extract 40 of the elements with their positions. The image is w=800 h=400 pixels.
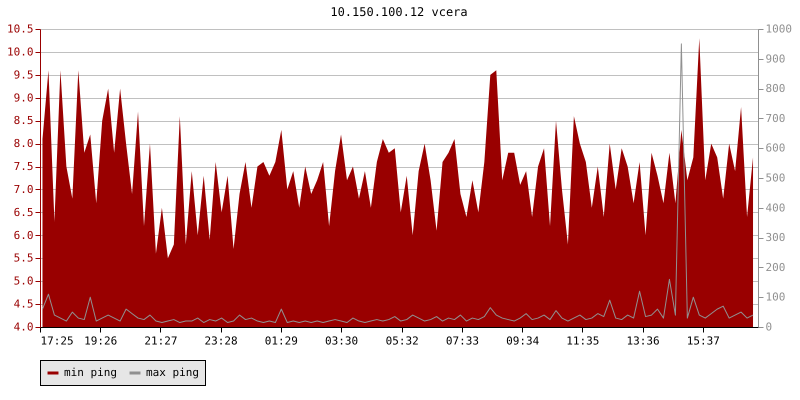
legend-label: min ping xyxy=(64,366,117,379)
y2-tick-label: 0 xyxy=(766,320,772,334)
legend-label: max ping xyxy=(146,366,199,379)
y2-tick-label: 800 xyxy=(766,82,786,96)
y-tick-label: 6.0 xyxy=(14,228,34,242)
y-tick-label: 5.5 xyxy=(14,252,34,265)
y2-tick-label: 500 xyxy=(766,172,786,184)
x-tick-label: 19:26 xyxy=(84,334,118,348)
x-tick-label: 13:36 xyxy=(626,334,660,348)
x-tick-label: 07:33 xyxy=(446,334,480,348)
y-tick-label: 4.5 xyxy=(14,298,34,311)
x-tick-label: 01:29 xyxy=(264,334,298,348)
y2-tick-label: 1000 xyxy=(766,22,792,36)
y2-tick-label: 200 xyxy=(766,260,786,274)
x-tick-label: 17:25 xyxy=(40,334,74,348)
y-tick-label: 8.0 xyxy=(14,137,34,150)
y2-tick-label: 300 xyxy=(766,231,786,244)
y-tick-label: 8.5 xyxy=(14,114,34,128)
y-tick-label: 10.5 xyxy=(7,22,34,36)
x-tick-label: 03:30 xyxy=(324,334,358,348)
y2-tick-label: 400 xyxy=(766,201,786,214)
x-tick-label: 09:34 xyxy=(506,334,540,348)
y-tick-label: 9.0 xyxy=(14,91,34,104)
y-tick-label: 9.5 xyxy=(14,68,34,82)
y2-tick-label: 900 xyxy=(766,52,786,66)
y-tick-label: 10.0 xyxy=(7,45,34,58)
y2-tick-label: 700 xyxy=(766,112,786,125)
y-tick-label: 4.0 xyxy=(14,320,34,334)
chart-title: 10.150.100.12 vcera xyxy=(330,5,468,19)
x-tick-label: 15:37 xyxy=(686,334,720,348)
y-tick-label: 5.0 xyxy=(14,274,34,288)
y-tick-label: 6.5 xyxy=(14,206,34,219)
x-tick-label: 23:28 xyxy=(204,334,238,348)
y-tick-label: 7.0 xyxy=(14,182,34,196)
x-tick-label: 05:32 xyxy=(386,334,419,348)
x-tick-label: 21:27 xyxy=(144,334,178,348)
y-tick-label: 7.5 xyxy=(14,160,34,174)
y2-tick-label: 600 xyxy=(766,142,786,155)
y2-tick-label: 100 xyxy=(766,290,786,304)
x-tick-label: 11:35 xyxy=(566,334,600,348)
